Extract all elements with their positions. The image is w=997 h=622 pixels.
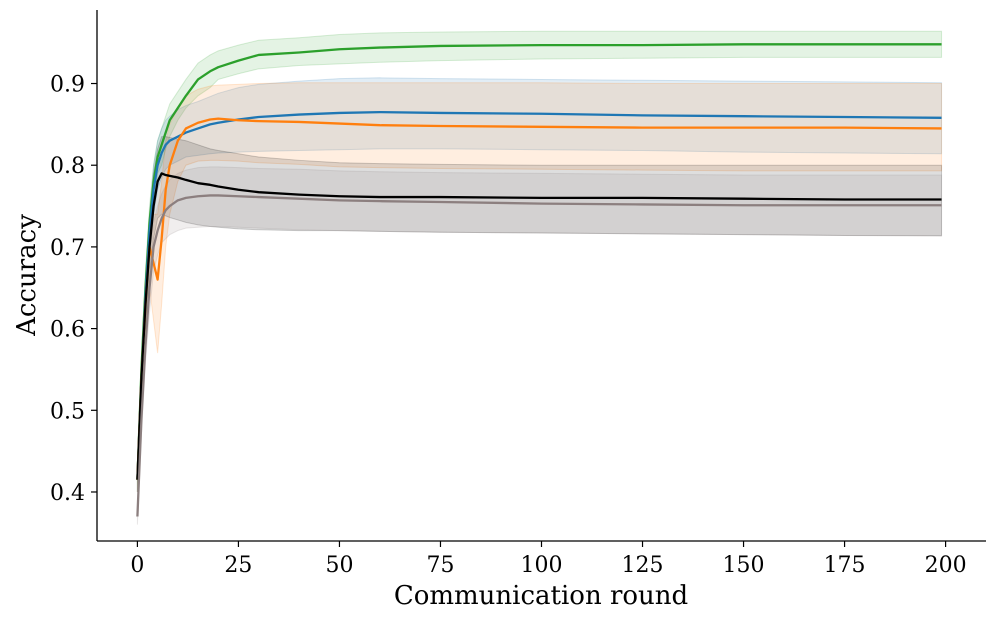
series-3-band <box>136 82 943 493</box>
series-4-line <box>136 172 942 480</box>
series-lines <box>136 43 942 517</box>
y-tick-label: 0.5 <box>50 399 85 424</box>
y-axis-ticks: 0.4 0.5 0.6 0.7 0.8 0.9 <box>50 73 97 506</box>
y-tick-label: 0.4 <box>50 481 85 506</box>
y-tick-label: 0.9 <box>50 73 85 98</box>
x-tick-label: 100 <box>521 553 563 578</box>
x-tick-label: 0 <box>130 553 144 578</box>
y-tick-label: 0.8 <box>50 154 85 179</box>
x-tick-label: 200 <box>925 553 967 578</box>
series-5-line <box>136 194 942 517</box>
x-axis-ticks: 0 25 50 75 100 125 150 175 200 <box>130 541 967 578</box>
x-tick-label: 50 <box>325 553 353 578</box>
y-tick-label: 0.7 <box>50 236 85 261</box>
x-tick-label: 150 <box>723 553 765 578</box>
series-5-band <box>136 166 943 525</box>
series-2-line <box>136 110 942 480</box>
series-1-line <box>136 43 942 480</box>
y-axis-label: Accuracy <box>12 214 42 337</box>
x-tick-label: 125 <box>622 553 664 578</box>
x-tick-label: 75 <box>426 553 454 578</box>
x-axis-label: Communication round <box>394 581 688 611</box>
x-tick-label: 175 <box>824 553 866 578</box>
series-4-band <box>136 136 943 493</box>
series-3-line <box>136 117 942 480</box>
y-tick-label: 0.6 <box>50 318 85 343</box>
x-tick-label: 25 <box>224 553 252 578</box>
confidence-bands <box>136 30 943 525</box>
